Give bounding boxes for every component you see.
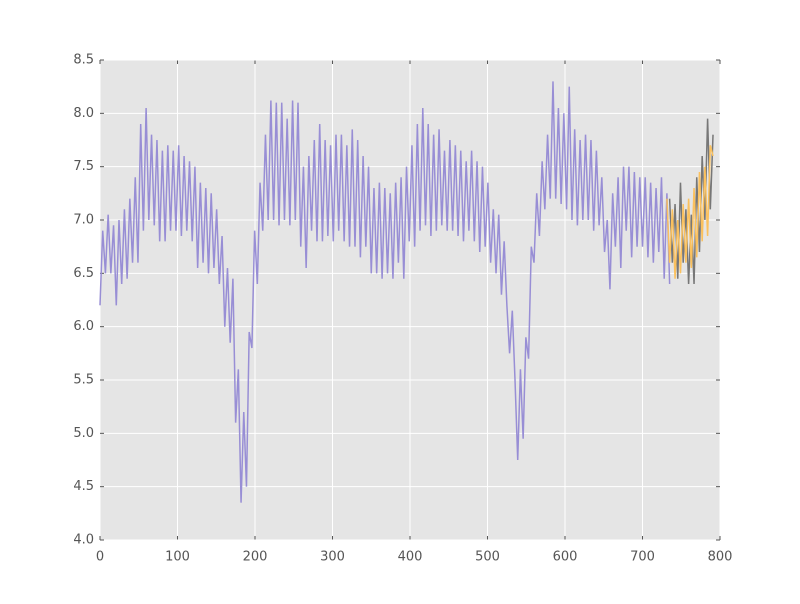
x-tick-label: 0 <box>96 550 104 565</box>
y-tick-label: 5.5 <box>73 373 94 388</box>
y-tick-label: 5.0 <box>73 426 94 441</box>
x-tick-label: 700 <box>630 550 655 565</box>
x-tick-label: 100 <box>165 550 190 565</box>
y-tick-label: 4.0 <box>73 533 94 548</box>
y-tick-label: 4.5 <box>73 479 94 494</box>
series-line <box>99 81 671 503</box>
x-tick-label: 400 <box>398 550 423 565</box>
x-tick-label: 500 <box>475 550 500 565</box>
y-tick-label: 6.0 <box>73 319 94 334</box>
y-tick-label: 7.5 <box>73 159 94 174</box>
series-line <box>666 145 714 279</box>
y-tick-label: 8.0 <box>73 106 94 121</box>
x-tick-label: 300 <box>320 550 345 565</box>
x-tick-label: 800 <box>708 550 733 565</box>
y-tick-label: 8.5 <box>73 53 94 68</box>
y-tick-label: 6.5 <box>73 266 94 281</box>
x-tick-label: 600 <box>553 550 578 565</box>
x-tick-label: 200 <box>243 550 268 565</box>
y-tick-label: 7.0 <box>73 213 94 228</box>
